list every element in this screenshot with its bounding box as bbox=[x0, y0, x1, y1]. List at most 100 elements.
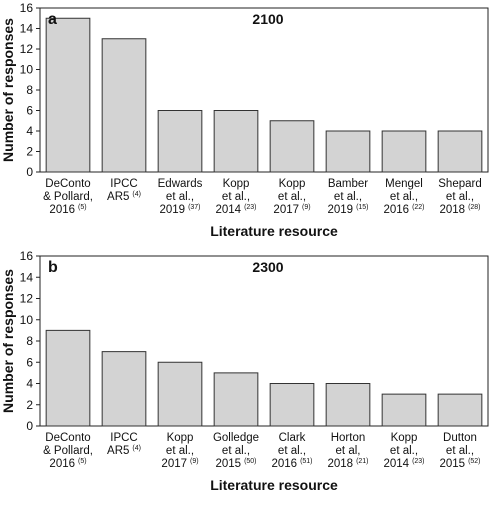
reference-number: (37) bbox=[188, 204, 200, 211]
category-label: Clark bbox=[279, 432, 306, 444]
category-label-text: 2019 bbox=[159, 204, 185, 216]
bar bbox=[101, 351, 147, 427]
panel-letter: a bbox=[48, 11, 57, 28]
category-label: et al., bbox=[222, 445, 250, 457]
bar bbox=[269, 120, 315, 173]
y-tick-label: 12 bbox=[20, 42, 34, 56]
y-tick-label: 2 bbox=[26, 145, 33, 159]
y-tick-label: 14 bbox=[20, 22, 34, 36]
y-tick-label: 8 bbox=[26, 83, 33, 97]
bar bbox=[437, 393, 483, 427]
reference-number: (5) bbox=[78, 204, 87, 211]
category-label: et al, bbox=[336, 445, 361, 457]
category-label-text: 2019 bbox=[327, 204, 353, 216]
y-tick-label: 16 bbox=[20, 1, 34, 15]
panel-title: 2100 bbox=[252, 11, 283, 27]
y-axis-label: Number of responses bbox=[0, 18, 16, 162]
category-label: et al., bbox=[278, 445, 306, 457]
reference-number: (23) bbox=[244, 204, 256, 211]
category-label: 2017 (9) bbox=[161, 458, 198, 470]
category-label: Dutton bbox=[443, 432, 477, 444]
reference-number: (9) bbox=[190, 458, 199, 465]
category-label: Golledge bbox=[213, 432, 259, 444]
bar bbox=[45, 329, 91, 427]
reference-number: (23) bbox=[412, 458, 424, 465]
reference-number: (51) bbox=[300, 458, 312, 465]
y-tick-label: 4 bbox=[26, 377, 33, 391]
category-label: 2016 (51) bbox=[271, 458, 312, 470]
category-label: IPCC bbox=[110, 178, 137, 190]
category-label-text: 2014 bbox=[383, 458, 409, 470]
bar bbox=[213, 372, 259, 427]
category-label: AR5 (4) bbox=[107, 191, 141, 203]
bar bbox=[213, 110, 259, 173]
category-label: et al., bbox=[446, 191, 474, 203]
category-label: DeConto bbox=[45, 178, 90, 190]
category-label: 2015 (52) bbox=[439, 458, 480, 470]
category-label-text: 2016 bbox=[383, 204, 409, 216]
bar bbox=[101, 38, 147, 173]
category-label-text: 2017 bbox=[273, 204, 299, 216]
bar bbox=[45, 17, 91, 173]
category-label: Bamber bbox=[328, 178, 368, 190]
category-label-text: 2018 bbox=[439, 204, 465, 216]
category-label: et al., bbox=[446, 445, 474, 457]
category-label-text: 2017 bbox=[161, 458, 187, 470]
category-label: Shepard bbox=[438, 178, 481, 190]
category-label: & Pollard, bbox=[43, 445, 93, 457]
category-label-text: 2018 bbox=[327, 458, 353, 470]
y-tick-label: 0 bbox=[26, 165, 33, 179]
bar bbox=[157, 361, 203, 427]
panel-title: 2300 bbox=[252, 259, 283, 275]
panel-letter: b bbox=[48, 259, 58, 276]
category-label: Kopp bbox=[279, 178, 306, 190]
bar bbox=[381, 393, 427, 427]
category-label: et al., bbox=[222, 191, 250, 203]
y-tick-label: 0 bbox=[26, 419, 33, 433]
y-tick-label: 6 bbox=[26, 104, 33, 118]
y-tick-label: 16 bbox=[20, 249, 34, 263]
reference-number: (4) bbox=[132, 191, 141, 198]
category-label: 2017 (9) bbox=[273, 204, 310, 216]
category-label-text: AR5 bbox=[107, 191, 129, 203]
category-label: 2014 (23) bbox=[383, 458, 424, 470]
y-tick-label: 6 bbox=[26, 355, 33, 369]
category-label: 2019 (37) bbox=[159, 204, 200, 216]
y-tick-label: 10 bbox=[20, 313, 34, 327]
category-label: et al., bbox=[278, 191, 306, 203]
category-label: Edwards bbox=[158, 178, 203, 190]
y-tick-label: 4 bbox=[26, 124, 33, 138]
category-label-text: 2015 bbox=[439, 458, 465, 470]
category-label: Horton bbox=[331, 432, 366, 444]
x-axis-label: Literature resource bbox=[210, 223, 338, 239]
category-label: 2018 (28) bbox=[439, 204, 480, 216]
category-label: 2016 (5) bbox=[49, 204, 86, 216]
category-label: Kopp bbox=[391, 432, 418, 444]
reference-number: (50) bbox=[244, 458, 256, 465]
category-label: Kopp bbox=[223, 178, 250, 190]
y-tick-label: 10 bbox=[20, 63, 34, 77]
bar bbox=[381, 130, 427, 173]
y-tick-label: 12 bbox=[20, 292, 34, 306]
category-label: et al., bbox=[390, 191, 418, 203]
reference-number: (9) bbox=[302, 204, 311, 211]
reference-number: (52) bbox=[468, 458, 480, 465]
category-label-text: 2014 bbox=[215, 204, 241, 216]
x-axis-label: Literature resource bbox=[210, 477, 338, 493]
category-label: 2018 (21) bbox=[327, 458, 368, 470]
category-label: IPCC bbox=[110, 432, 137, 444]
bar bbox=[437, 130, 483, 173]
reference-number: (4) bbox=[132, 445, 141, 452]
bar bbox=[269, 383, 315, 427]
category-label: 2014 (23) bbox=[215, 204, 256, 216]
category-label: 2016 (5) bbox=[49, 458, 86, 470]
category-label-text: AR5 bbox=[107, 445, 129, 457]
category-label-text: 2015 bbox=[215, 458, 241, 470]
category-label-text: 2016 bbox=[49, 204, 75, 216]
bar bbox=[325, 130, 371, 173]
bar bbox=[157, 110, 203, 173]
category-label: 2016 (22) bbox=[383, 204, 424, 216]
y-axis-label: Number of responses bbox=[0, 269, 16, 413]
